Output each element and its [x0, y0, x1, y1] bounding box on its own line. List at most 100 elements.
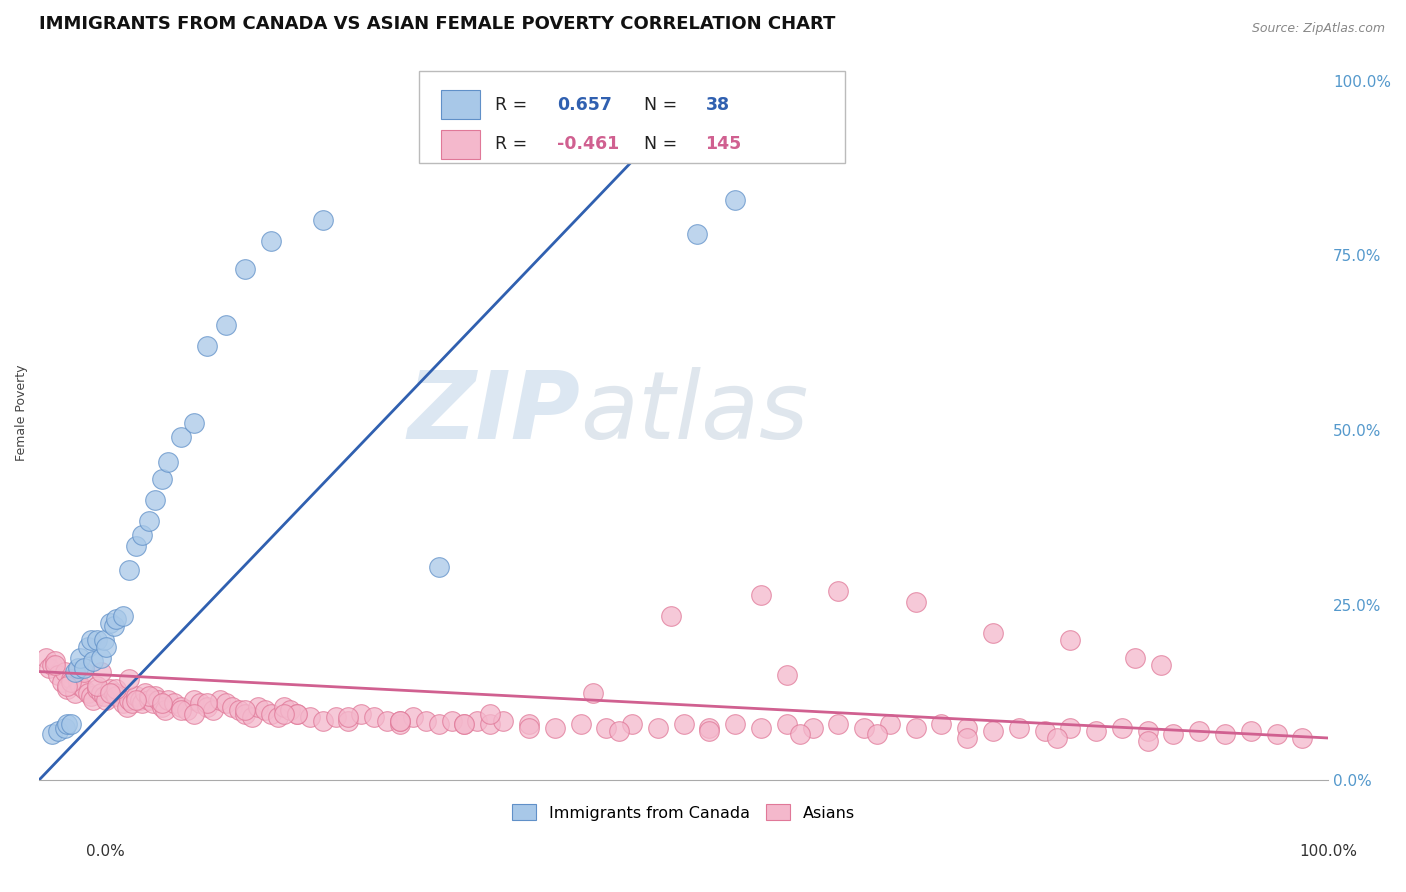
Point: [1136, 724, 1159, 739]
Point: [415, 714, 437, 728]
Point: [1033, 724, 1056, 739]
Point: [931, 717, 953, 731]
Point: [56, 717, 79, 731]
Point: [208, 692, 231, 706]
Point: [1240, 724, 1263, 739]
Point: [350, 706, 373, 721]
Point: [131, 528, 153, 542]
Point: [453, 717, 475, 731]
Point: [90, 650, 112, 665]
Point: [82, 692, 104, 706]
Point: [215, 318, 238, 333]
Point: [138, 514, 160, 528]
FancyBboxPatch shape: [441, 90, 479, 120]
Point: [1123, 650, 1146, 665]
Text: ZIP: ZIP: [408, 367, 581, 458]
Text: 145: 145: [706, 136, 742, 153]
Point: [285, 706, 308, 721]
Point: [312, 213, 335, 227]
Point: [155, 703, 177, 717]
Y-axis label: Female Poverty: Female Poverty: [15, 365, 28, 461]
Text: N =: N =: [644, 95, 682, 113]
Text: 0.0%: 0.0%: [86, 845, 125, 859]
Point: [221, 699, 243, 714]
Point: [247, 699, 270, 714]
Text: atlas: atlas: [581, 368, 808, 458]
Point: [607, 724, 630, 739]
Point: [121, 696, 143, 710]
Point: [56, 681, 79, 696]
Point: [1149, 657, 1171, 672]
Point: [595, 721, 617, 735]
Point: [1188, 724, 1211, 739]
Point: [41, 727, 63, 741]
Point: [150, 699, 173, 714]
Point: [440, 714, 463, 728]
Point: [956, 721, 979, 735]
Point: [1213, 727, 1236, 741]
Point: [125, 689, 148, 703]
Point: [69, 650, 91, 665]
Text: 0.657: 0.657: [557, 95, 612, 113]
Point: [273, 706, 295, 721]
Point: [138, 692, 160, 706]
Point: [298, 710, 321, 724]
Point: [77, 640, 100, 654]
Point: [672, 717, 695, 731]
Point: [467, 714, 489, 728]
Point: [253, 703, 276, 717]
Point: [118, 692, 141, 706]
Point: [111, 696, 134, 710]
Point: [53, 721, 76, 735]
Point: [260, 706, 283, 721]
Point: [146, 692, 169, 706]
Point: [202, 703, 225, 717]
Point: [699, 724, 721, 739]
Point: [73, 661, 96, 675]
Point: [111, 608, 134, 623]
Point: [86, 679, 108, 693]
Point: [60, 717, 83, 731]
Point: [105, 689, 128, 703]
Point: [170, 430, 193, 444]
Point: [517, 721, 540, 735]
Point: [60, 675, 83, 690]
Point: [103, 619, 125, 633]
Point: [56, 679, 79, 693]
Point: [41, 657, 63, 672]
Point: [260, 235, 283, 249]
Point: [879, 717, 901, 731]
Point: [131, 696, 153, 710]
Point: [128, 692, 150, 706]
Point: [266, 710, 288, 724]
Point: [150, 696, 173, 710]
Point: [1046, 731, 1069, 745]
Point: [375, 714, 398, 728]
Point: [73, 681, 96, 696]
Point: [69, 679, 91, 693]
Point: [34, 650, 56, 665]
Point: [73, 665, 96, 679]
Point: [827, 584, 849, 599]
Point: [44, 654, 66, 668]
Point: [1085, 724, 1108, 739]
Point: [1059, 633, 1081, 648]
Point: [621, 717, 644, 731]
Point: [115, 699, 138, 714]
Point: [505, 136, 527, 151]
Point: [285, 706, 308, 721]
Point: [776, 717, 799, 731]
Point: [103, 685, 125, 699]
Legend: Immigrants from Canada, Asians: Immigrants from Canada, Asians: [506, 797, 862, 827]
Point: [273, 699, 295, 714]
Text: N =: N =: [644, 136, 682, 153]
Point: [86, 681, 108, 696]
Point: [659, 608, 682, 623]
Point: [699, 721, 721, 735]
FancyBboxPatch shape: [419, 71, 845, 163]
Point: [853, 721, 876, 735]
Point: [98, 615, 121, 630]
Point: [1163, 727, 1185, 741]
Point: [98, 685, 121, 699]
Point: [183, 706, 205, 721]
